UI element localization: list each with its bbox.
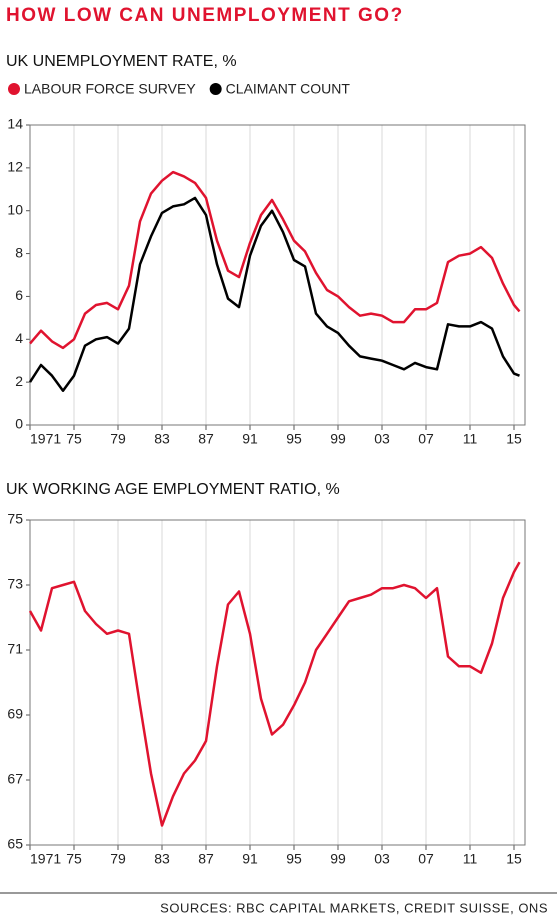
y-tick-label: 0 bbox=[15, 416, 23, 432]
chart-title: UK UNEMPLOYMENT RATE, % bbox=[6, 53, 237, 70]
chart-title: UK WORKING AGE EMPLOYMENT RATIO, % bbox=[6, 481, 340, 498]
y-tick-label: 8 bbox=[15, 244, 23, 260]
x-tick-label: 95 bbox=[286, 851, 302, 867]
x-tick-label: 99 bbox=[330, 431, 346, 447]
plot-frame bbox=[29, 124, 526, 426]
legend-label: CLAIMANT COUNT bbox=[226, 81, 351, 97]
x-tick-label: 79 bbox=[110, 431, 126, 447]
x-tick-label: 1971 bbox=[30, 851, 61, 867]
x-tick-label: 99 bbox=[330, 851, 346, 867]
x-tick-label: 79 bbox=[110, 851, 126, 867]
x-tick-label: 1971 bbox=[30, 431, 61, 447]
x-tick-label: 87 bbox=[198, 851, 214, 867]
y-tick-label: 6 bbox=[15, 287, 23, 303]
x-tick-label: 75 bbox=[66, 851, 82, 867]
x-tick-label: 91 bbox=[242, 851, 258, 867]
x-tick-label: 83 bbox=[154, 851, 170, 867]
y-tick-label: 10 bbox=[7, 201, 23, 217]
legend-label: LABOUR FORCE SURVEY bbox=[24, 81, 196, 97]
data-line bbox=[28, 196, 520, 392]
y-tick-label: 75 bbox=[7, 511, 23, 527]
x-tick-label: 15 bbox=[506, 851, 522, 867]
legend-dot bbox=[8, 83, 20, 95]
y-tick-label: 65 bbox=[7, 836, 23, 852]
x-tick-label: 87 bbox=[198, 431, 214, 447]
y-tick-label: 69 bbox=[7, 706, 23, 722]
x-tick-label: 03 bbox=[374, 851, 390, 867]
data-line bbox=[29, 170, 521, 350]
x-tick-label: 03 bbox=[374, 431, 390, 447]
x-tick-label: 83 bbox=[154, 431, 170, 447]
x-tick-label: 91 bbox=[242, 431, 258, 447]
y-tick-label: 71 bbox=[7, 641, 23, 657]
page-title: HOW LOW CAN UNEMPLOYMENT GO? bbox=[6, 5, 404, 26]
plot-frame bbox=[29, 519, 526, 846]
y-tick-label: 12 bbox=[7, 159, 23, 175]
y-tick-label: 14 bbox=[7, 116, 23, 132]
x-tick-label: 11 bbox=[463, 431, 478, 447]
source: SOURCES: RBC CAPITAL MARKETS, CREDIT SUI… bbox=[160, 900, 548, 915]
x-tick-label: 75 bbox=[66, 431, 82, 447]
x-tick-label: 95 bbox=[286, 431, 302, 447]
x-tick-label: 11 bbox=[463, 851, 478, 867]
x-tick-label: 07 bbox=[418, 851, 434, 867]
y-tick-label: 73 bbox=[7, 576, 23, 592]
y-tick-label: 67 bbox=[7, 771, 23, 787]
x-tick-label: 15 bbox=[506, 431, 522, 447]
data-line bbox=[28, 561, 521, 827]
y-tick-label: 2 bbox=[15, 373, 23, 389]
x-tick-label: 07 bbox=[418, 431, 434, 447]
y-tick-label: 4 bbox=[15, 330, 23, 346]
legend-dot bbox=[209, 83, 222, 95]
